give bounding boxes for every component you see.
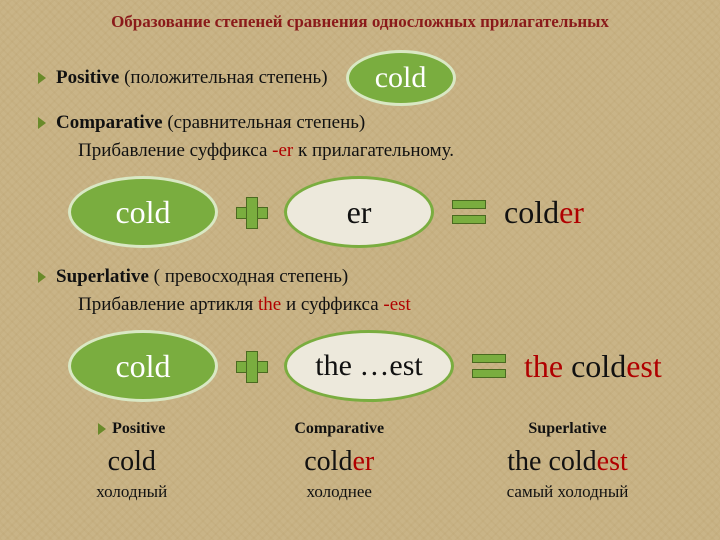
table-comparative-word: colder	[236, 446, 444, 478]
superlative-result-suffix: est	[626, 348, 662, 384]
table-header-comparative: Comparative	[236, 420, 444, 438]
superlative-result: the coldest	[524, 348, 662, 385]
positive-word-oval: cold	[346, 50, 456, 106]
comparative-equation: cold er colder	[68, 176, 692, 248]
superlative-result-article: the	[524, 348, 571, 384]
equals-icon	[452, 200, 486, 224]
superlative-suffix-oval: the …est	[284, 330, 454, 402]
plus-icon	[236, 197, 266, 227]
bullet-icon	[38, 117, 46, 129]
positive-label-bold: Positive	[56, 67, 119, 88]
superlative-result-base: cold	[571, 348, 626, 384]
positive-label-rest: (положительная степень)	[119, 67, 327, 88]
comparative-suffix-oval: er	[284, 176, 434, 248]
comparative-label-bold: Comparative	[56, 112, 163, 133]
comparative-rule: Прибавление суффикса -er к прилагательно…	[78, 140, 692, 162]
bullet-icon	[38, 271, 46, 283]
comparative-result-suffix: er	[559, 194, 584, 230]
table-comparative-trans: холоднее	[236, 482, 444, 502]
superlative-equation: cold the …est the coldest	[68, 330, 692, 402]
comparative-result-base: cold	[504, 194, 559, 230]
superlative-rule-article: the	[258, 294, 281, 315]
comparative-lhs-oval: cold	[68, 176, 218, 248]
table-header-superlative: Superlative	[443, 420, 692, 438]
superlative-rule-mid: и суффикса	[281, 294, 383, 315]
comparative-result: colder	[504, 194, 584, 231]
superlative-line: Superlative ( превосходная степень)	[38, 266, 692, 288]
bullet-icon	[98, 423, 106, 435]
slide-title: Образование степеней сравнения односложн…	[28, 12, 692, 32]
superlative-rule: Прибавление артикля the и суффикса -est	[78, 294, 692, 316]
table-superlative-word: the coldest	[443, 446, 692, 478]
positive-line: Positive (положительная степень) cold	[38, 50, 692, 106]
comparative-rule-pre: Прибавление суффикса	[78, 140, 272, 161]
superlative-rule-pre: Прибавление артикля	[78, 294, 258, 315]
superlative-label-bold: Superlative	[56, 266, 149, 287]
comparative-rule-post: к прилагательному.	[293, 140, 454, 161]
superlative-label-rest: ( превосходная степень)	[149, 266, 348, 287]
superlative-rule-suffix: -est	[383, 294, 410, 315]
table-positive-word: cold	[28, 446, 236, 478]
table-positive-trans: холодный	[28, 482, 236, 502]
equals-icon	[472, 354, 506, 378]
slide-content: Образование степеней сравнения односложн…	[0, 0, 720, 540]
superlative-lhs-oval: cold	[68, 330, 218, 402]
comparative-rule-suffix: -er	[272, 140, 293, 161]
table-header-positive: Positive	[28, 420, 236, 438]
plus-icon	[236, 351, 266, 381]
comparative-line: Comparative (сравнительная степень)	[38, 112, 692, 134]
bullet-icon	[38, 72, 46, 84]
summary-table: Positive Comparative Superlative cold co…	[28, 420, 692, 502]
comparative-label-rest: (сравнительная степень)	[163, 112, 366, 133]
table-superlative-trans: самый холодный	[443, 482, 692, 502]
